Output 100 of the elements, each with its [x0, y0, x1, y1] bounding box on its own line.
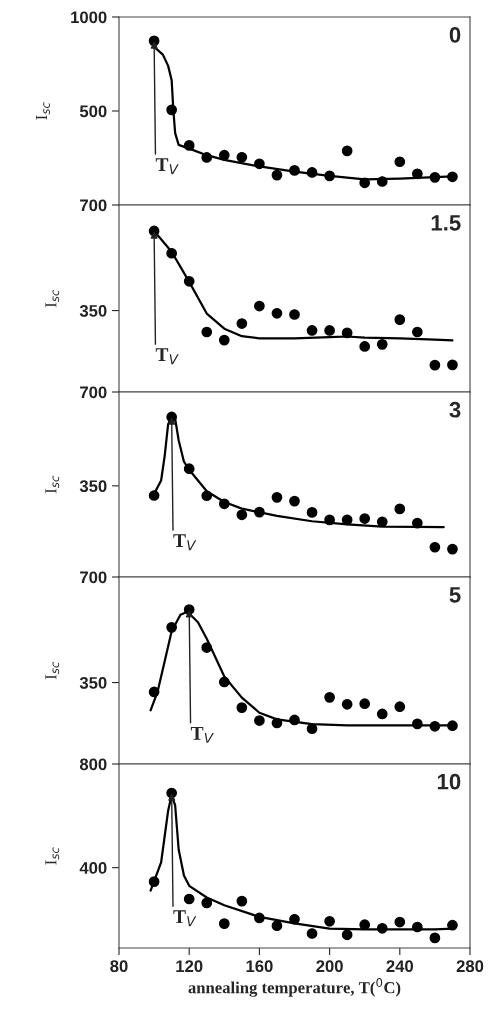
point [254, 506, 265, 518]
annotation: T$_{V}$ [173, 910, 197, 927]
point [183, 140, 195, 151]
point [236, 318, 248, 329]
point [447, 171, 458, 183]
point [201, 897, 213, 909]
point [411, 326, 423, 338]
point [201, 326, 213, 338]
point [341, 929, 353, 941]
y-tick-label: 700 [80, 386, 107, 399]
point [394, 916, 406, 928]
x-axis-title: annealing temperature, T($^{0}$C) [188, 978, 401, 997]
y-tick-label: 400 [79, 862, 107, 874]
point [236, 702, 248, 713]
point [411, 517, 423, 529]
annotation: 10 [437, 773, 461, 790]
x-tick-label: 80 [110, 960, 128, 973]
y-tick-label: 350 [79, 676, 107, 689]
y-tick-label: 350 [79, 480, 107, 493]
point [254, 912, 265, 924]
point [447, 543, 458, 555]
point [271, 307, 283, 319]
point [394, 156, 406, 168]
point [166, 622, 178, 633]
x-tick-label: 280 [456, 960, 484, 973]
annotation: 5 [449, 587, 461, 603]
y-tick-label: 700 [80, 571, 107, 584]
point [183, 893, 195, 905]
point [447, 919, 458, 931]
point [394, 701, 406, 713]
point [341, 145, 353, 157]
point [429, 720, 441, 732]
point [306, 325, 318, 336]
point [306, 928, 318, 939]
point [376, 176, 388, 187]
point [324, 325, 335, 336]
y-axis-title: I$_{sc}$ [45, 661, 60, 680]
point [306, 507, 318, 518]
point [166, 247, 178, 259]
annotation: T$_{V}$ [155, 348, 179, 365]
point [429, 932, 441, 944]
x-tick-label: 160 [246, 960, 273, 973]
point [376, 338, 388, 350]
point [429, 541, 441, 553]
point [289, 165, 300, 176]
y-axis-title: I$_{sc}$ [45, 847, 60, 865]
point [306, 167, 318, 178]
point [218, 676, 230, 688]
annotation: T$_{V}$ [173, 534, 197, 551]
point [183, 275, 195, 287]
y-tick-label: 800 [79, 758, 107, 771]
point [236, 151, 248, 163]
point [236, 895, 248, 907]
point [359, 513, 371, 524]
x-tick-label: 200 [316, 960, 343, 973]
point [376, 922, 388, 934]
point [289, 913, 300, 925]
point [324, 691, 335, 703]
point [359, 341, 371, 352]
point [341, 514, 353, 526]
point [271, 492, 283, 503]
point [447, 720, 458, 732]
point [218, 334, 230, 346]
point [429, 172, 441, 183]
point [447, 359, 458, 371]
point [271, 169, 283, 181]
point [359, 177, 371, 189]
point [359, 698, 371, 710]
point [341, 698, 353, 710]
point [324, 915, 335, 927]
point [201, 152, 213, 163]
point [218, 918, 230, 929]
y-tick-label: 350 [79, 304, 107, 317]
point [254, 300, 265, 312]
point [183, 463, 195, 475]
point [394, 503, 406, 515]
annotation: T$_{V}$ [155, 158, 179, 175]
annotation: T$_{V}$ [190, 726, 214, 743]
y-axis-title: I$_{sc}$ [45, 289, 60, 308]
point [411, 718, 423, 730]
point [271, 717, 283, 729]
point [324, 170, 335, 182]
point [201, 642, 213, 653]
point [289, 309, 300, 320]
point [148, 876, 160, 888]
point [289, 714, 300, 726]
annotation: 0 [449, 26, 461, 43]
annotation: 1.5 [431, 215, 461, 231]
point [166, 104, 178, 116]
y-axis-title: I$_{sc}$ [45, 475, 60, 494]
point [236, 509, 248, 521]
point [429, 359, 441, 371]
point [148, 490, 160, 501]
y-tick-label: 700 [80, 199, 107, 212]
point [218, 149, 230, 161]
point [254, 158, 265, 170]
point [201, 490, 213, 502]
point [271, 920, 283, 932]
point [376, 708, 388, 720]
point [324, 514, 335, 526]
